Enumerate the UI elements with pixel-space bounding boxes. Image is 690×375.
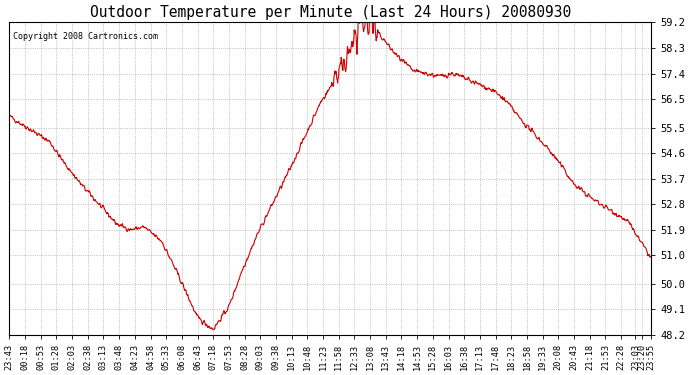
Text: Copyright 2008 Cartronics.com: Copyright 2008 Cartronics.com [12,32,157,41]
Title: Outdoor Temperature per Minute (Last 24 Hours) 20080930: Outdoor Temperature per Minute (Last 24 … [90,5,571,20]
